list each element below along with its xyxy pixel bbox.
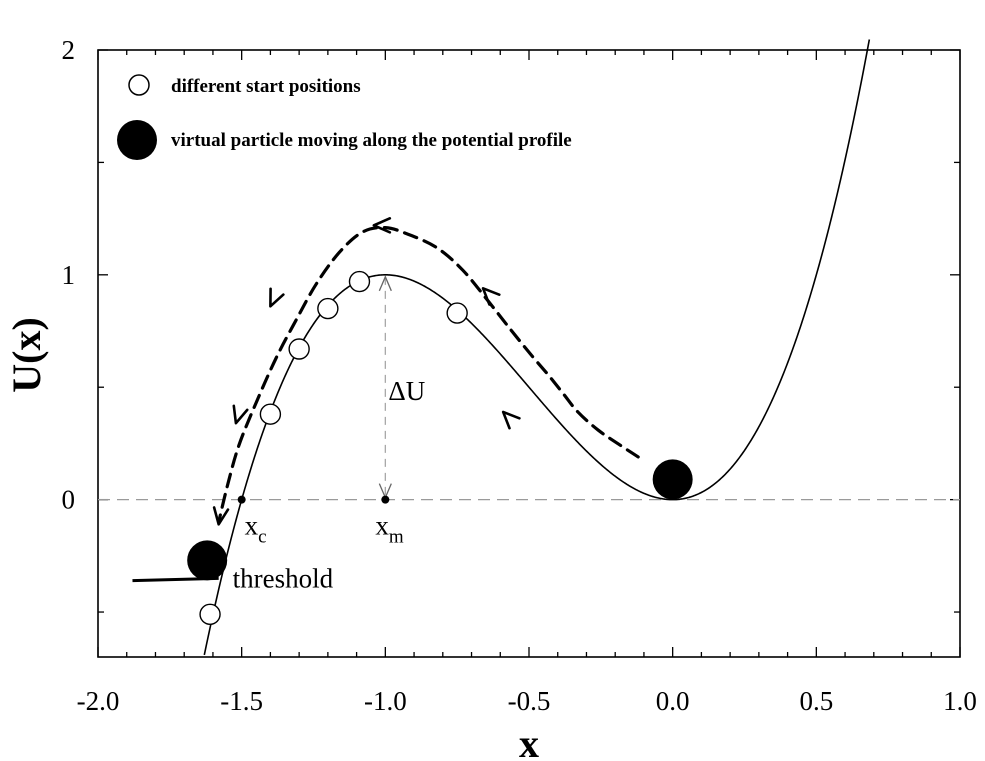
x-tick-label: 0.0 <box>656 686 690 716</box>
threshold-label: threshold <box>233 563 334 593</box>
potential-curve <box>203 39 871 656</box>
x-tick-label: -0.5 <box>508 686 551 716</box>
start-position-circle <box>259 403 282 425</box>
start-position-circle <box>288 338 310 360</box>
virtual-particle <box>187 540 228 581</box>
path-arrows <box>212 217 521 526</box>
legend: different start positions virtual partic… <box>117 74 572 160</box>
virtual-particle <box>652 459 693 500</box>
delta-u-label: ΔU <box>388 376 425 406</box>
path-arrowhead <box>212 506 230 526</box>
xm-label-main: x <box>375 511 389 541</box>
particle-path <box>217 225 640 524</box>
path-arrowhead <box>481 287 501 306</box>
path-arrowhead <box>372 217 392 234</box>
x-tick-label: 1.0 <box>943 686 977 716</box>
xm-label-sub: m <box>389 527 404 548</box>
xm-label: xm <box>375 511 404 548</box>
point-xc <box>237 495 246 504</box>
legend-label-virtual-particle: virtual particle moving along the potent… <box>171 130 572 151</box>
start-position-circle <box>199 603 221 625</box>
x-tick-label: -1.0 <box>364 686 407 716</box>
legend-label-start-positions: different start positions <box>171 76 361 97</box>
path-arrowhead <box>501 410 521 430</box>
x-tick-label: -2.0 <box>77 686 120 716</box>
tick-labels: -2.0 -1.5 -1.0 -0.5 0.0 0.5 1.0 0 1 2 <box>62 35 977 716</box>
particles <box>187 459 693 581</box>
y-tick-label: 1 <box>62 260 76 290</box>
delta-u-arrow-top <box>378 275 392 292</box>
x-tick-label: -1.5 <box>220 686 263 716</box>
start-position-circle <box>446 302 468 324</box>
start-position-circle <box>317 297 339 320</box>
y-tick-label: 0 <box>62 485 76 515</box>
tick-marks <box>97 49 961 657</box>
xc-label-sub: c <box>258 527 266 548</box>
x-axis-title: x <box>519 721 539 761</box>
xc-label-main: x <box>245 511 259 541</box>
y-axis-title: U(x) <box>4 317 49 393</box>
point-xm <box>381 495 390 504</box>
xc-label: xc <box>245 511 267 548</box>
path-arrowhead <box>232 404 249 425</box>
legend-open-circle-marker <box>128 74 150 96</box>
x-tick-label: 0.5 <box>799 686 833 716</box>
legend-filled-circle-marker <box>117 120 157 160</box>
start-position-circle <box>348 270 371 293</box>
marked-points <box>237 495 390 504</box>
path-arrowhead <box>269 287 285 308</box>
start-positions <box>199 270 468 625</box>
y-tick-label: 2 <box>62 35 76 65</box>
